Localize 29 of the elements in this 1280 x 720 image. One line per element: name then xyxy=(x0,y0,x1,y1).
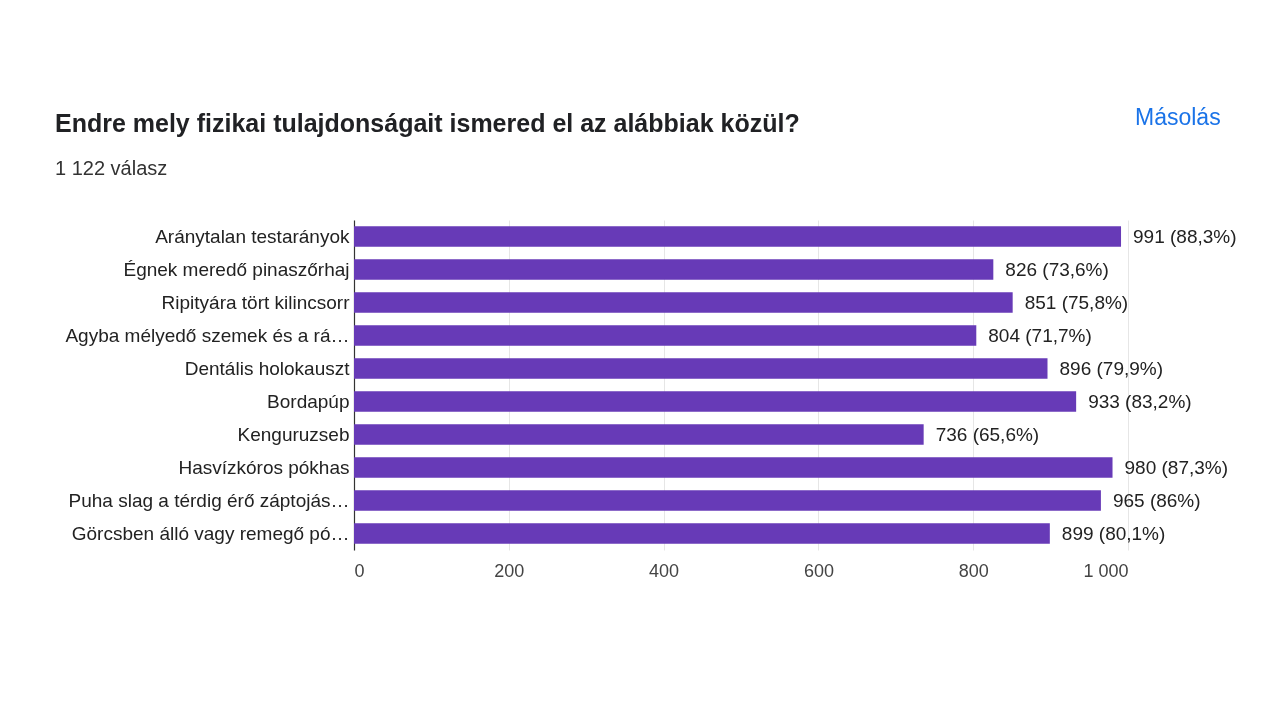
text: 1 122 válasz xyxy=(55,157,168,179)
data-label: 826 (73,6%) xyxy=(1005,258,1109,280)
data-label: 851 (75,8%) xyxy=(1024,291,1129,313)
chart-title: Endre mely fizikai tulajdonságait ismered el az alábbiak közül? xyxy=(55,109,800,137)
x-tick-label: 200 xyxy=(494,560,525,581)
data-label: 933 (83,2%) xyxy=(1088,390,1192,412)
y-tick-label: Agyba mélyedő szemek és a rá… xyxy=(65,324,350,346)
data-label: 965 (86%) xyxy=(1112,489,1201,511)
y-tick-label: Dentális holokauszt xyxy=(184,357,351,379)
y-tick-label: Puha slag a térdig érő záptojás… xyxy=(68,489,350,511)
data-label: 804 (71,7%) xyxy=(988,324,1092,346)
x-tick-label: 0 xyxy=(354,560,365,581)
x-tick-label: 800 xyxy=(958,560,989,581)
y-tick-label: Aránytalan testarányok xyxy=(155,225,350,247)
y-tick-label: Görcsben álló vagy remegő pó… xyxy=(71,522,350,544)
data-label: 991 (88,3%) xyxy=(1133,225,1237,247)
data-label: 896 (79,9%) xyxy=(1059,357,1164,379)
y-tick-label: Bordapúp xyxy=(267,390,350,412)
x-tick-label: 600 xyxy=(803,560,834,581)
x-tick-label: 1 000 xyxy=(1083,560,1129,581)
data-label: 980 (87,3%) xyxy=(1124,456,1229,478)
x-tick-label: 400 xyxy=(649,560,680,581)
y-tick-label: Ripityára tört kilincsorr xyxy=(161,291,351,313)
data-label: 899 (80,1%) xyxy=(1061,522,1166,544)
y-tick-label: Kenguruzseb xyxy=(237,423,350,445)
text: Másolás xyxy=(1135,104,1221,130)
data-label: 736 (65,6%) xyxy=(935,423,1040,445)
y-tick-label: Égnek meredő pinaszőrhaj xyxy=(123,258,350,280)
y-tick-label: Hasvízkóros pókhas xyxy=(178,456,350,478)
